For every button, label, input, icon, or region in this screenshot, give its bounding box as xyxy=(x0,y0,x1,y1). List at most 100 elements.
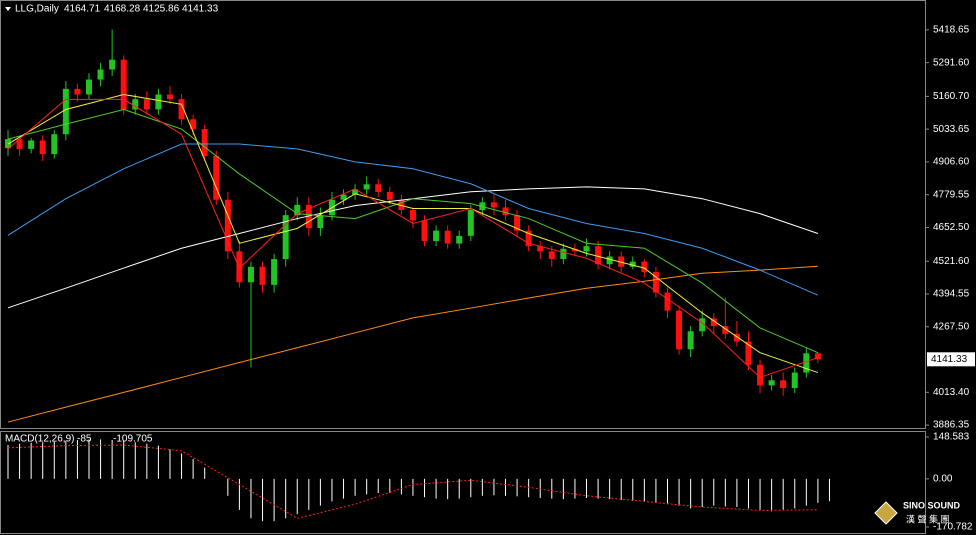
y-tick-label: 5033.65 xyxy=(933,124,970,135)
candle-body xyxy=(109,59,116,70)
candle-body xyxy=(62,88,69,135)
candle-body xyxy=(722,326,729,334)
candle-body xyxy=(74,88,81,95)
candle-body xyxy=(664,292,671,311)
candle-body xyxy=(120,59,127,110)
candle-body xyxy=(571,248,578,252)
y-tick-label: 4652.50 xyxy=(933,222,970,233)
candle-body xyxy=(155,94,162,110)
y-tick-label: 4779.55 xyxy=(933,189,970,200)
y-tick-label: 4394.55 xyxy=(933,289,970,300)
candle-body xyxy=(39,140,46,155)
candle-body xyxy=(745,341,752,365)
candle-body xyxy=(768,380,775,386)
y-tick-label: 5418.65 xyxy=(933,24,970,35)
candle-body xyxy=(421,220,428,242)
price-tag-label: 4141.33 xyxy=(931,354,968,365)
candle-body xyxy=(595,246,602,265)
y-tick-label: 4521.60 xyxy=(933,256,970,267)
macd-y-tick-label: 0.00 xyxy=(933,474,953,485)
candle-body xyxy=(548,251,555,260)
candle-body xyxy=(444,230,451,244)
logo-name: SINO SOUND xyxy=(903,500,961,510)
candle-body xyxy=(502,207,509,216)
candle-body xyxy=(514,215,521,231)
y-tick-label: 4906.60 xyxy=(933,157,970,168)
macd-main-value: -85 xyxy=(77,434,92,445)
moving-average-line xyxy=(7,98,819,379)
candle-body xyxy=(525,230,532,247)
macd-y-tick-label: -170.782 xyxy=(933,522,973,533)
candle-body xyxy=(190,119,197,130)
candle-body xyxy=(166,94,173,100)
candle-body xyxy=(340,194,347,200)
y-tick-label: 5160.70 xyxy=(933,91,970,102)
header-open: 4164.71 xyxy=(64,4,101,15)
candle-body xyxy=(710,318,717,327)
candle-body xyxy=(271,259,278,285)
candle-body xyxy=(317,215,324,229)
candle-body xyxy=(629,261,636,267)
candle-body xyxy=(224,199,231,252)
candle-body xyxy=(282,215,289,260)
candle-body xyxy=(467,210,474,236)
candle-body xyxy=(305,204,312,229)
macd-panel-frame xyxy=(0,431,926,534)
y-tick-label: 4267.50 xyxy=(933,321,970,332)
candle-body xyxy=(537,246,544,252)
candle-body xyxy=(733,333,740,342)
candle-body xyxy=(757,364,764,386)
candle-body xyxy=(398,199,405,211)
candle-body xyxy=(178,99,185,120)
candle-body xyxy=(143,99,150,110)
moving-average-line xyxy=(7,265,818,423)
candle-body xyxy=(85,79,92,95)
price-panel-frame xyxy=(0,0,926,429)
y-tick-label: 5291.60 xyxy=(933,57,970,68)
candle-body xyxy=(652,271,659,293)
candle-body xyxy=(16,139,23,149)
candle-body xyxy=(456,235,463,244)
candle-body xyxy=(213,155,220,200)
price-tag xyxy=(927,352,975,367)
candle-body xyxy=(780,380,787,389)
moving-average-line xyxy=(7,108,819,354)
candle-body xyxy=(676,310,683,350)
candle-body xyxy=(803,353,810,373)
candle-body xyxy=(363,184,370,190)
candle-body xyxy=(132,99,139,110)
candle-body xyxy=(28,140,35,149)
candle-body xyxy=(618,256,625,267)
candle-body xyxy=(791,372,798,389)
candle-body xyxy=(294,204,301,216)
candle-body xyxy=(409,210,416,221)
header-high: 4168.28 xyxy=(104,4,141,15)
candle-body xyxy=(814,353,821,360)
candle-body xyxy=(386,191,393,200)
candle-body xyxy=(641,261,648,272)
logo-icon xyxy=(874,501,898,525)
macd-signal-value: -109.705 xyxy=(113,434,153,445)
candle-body xyxy=(583,246,590,252)
candle-body xyxy=(699,318,706,332)
candle-body xyxy=(259,266,266,285)
y-tick-label: 4013.40 xyxy=(933,387,970,398)
moving-average-line xyxy=(7,143,819,296)
candle-body xyxy=(687,331,694,350)
candle-body xyxy=(375,184,382,192)
chart-title: LLG,Daily xyxy=(15,4,59,15)
candle-body xyxy=(236,251,243,283)
logo: SINO SOUND 漢 聲 集 團 xyxy=(874,500,961,525)
menu-triangle xyxy=(5,7,11,11)
candle-body xyxy=(352,189,359,195)
candle-body xyxy=(490,202,497,208)
candle-body xyxy=(201,129,208,156)
logo-chinese: 漢 聲 集 團 xyxy=(906,513,950,524)
macd-label: MACD(12,26,9) xyxy=(5,434,74,445)
candle-body xyxy=(433,230,440,242)
macd-signal-line xyxy=(7,444,818,519)
header-low: 4125.86 xyxy=(143,4,180,15)
